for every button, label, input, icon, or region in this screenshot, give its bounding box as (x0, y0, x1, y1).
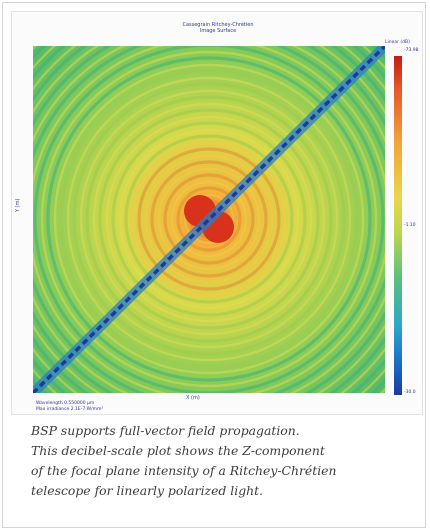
diffraction-ring (46, 56, 372, 382)
figure-panel: Cassegrain Ritchey-Chrétien Image Surfac… (11, 11, 423, 415)
diffraction-ring-bright (157, 167, 261, 271)
diffraction-ring (59, 69, 359, 369)
caption-line: This decibel-scale plot shows the Z-comp… (31, 443, 325, 458)
y-axis-label: Y (m) (15, 198, 21, 212)
diffraction-ring-bright (40, 50, 378, 388)
intensity-map-svg (33, 46, 385, 393)
caption-line: of the focal plane intensity of a Ritche… (31, 463, 337, 478)
diffraction-ring (163, 173, 255, 265)
diffraction-ring-bright (118, 128, 300, 310)
diffraction-ring-bright (144, 154, 274, 284)
figure-frame: Cassegrain Ritchey-Chrétien Image Surfac… (2, 2, 426, 528)
diffraction-ring-bright (53, 63, 365, 375)
colorbar-unit-label: Linear (dB) (385, 40, 410, 45)
colorbar-max-label: -73.98 (404, 48, 419, 53)
diffraction-ring-bright (170, 180, 248, 258)
x-axis-label: X (m) (186, 395, 200, 401)
diffraction-ring-bright (66, 76, 352, 362)
diffraction-ring (176, 186, 242, 252)
colorbar-mid-label: -1.10 (404, 223, 416, 228)
diffraction-ring-bright (105, 115, 313, 323)
diffraction-ring-bright (131, 141, 287, 297)
diffraction-ring (33, 46, 385, 393)
colorbar (394, 56, 402, 395)
plot-title: Cassegrain Ritchey-Chrétien (182, 22, 254, 28)
caption-line: telescope for linearly polarized light. (31, 483, 264, 498)
footnote-irradiance: Max irradiance 2.1E-7 W/mm² (36, 407, 104, 412)
diffraction-ring (98, 108, 320, 330)
diffraction-ring-bright (92, 102, 326, 336)
diffraction-ring-bright (79, 89, 339, 349)
footnote-wavelength: Wavelength 0.550000 μm (36, 401, 95, 406)
diffraction-ring (111, 121, 307, 317)
diagonal-band-core (33, 46, 385, 393)
diffraction-ring (137, 147, 281, 291)
diffraction-ring (72, 82, 346, 356)
plot-subtitle: Image Surface (199, 28, 237, 34)
figure-caption: BSP supports full-vector field propagati… (31, 421, 427, 501)
diagonal-null-band (33, 46, 385, 393)
diffraction-ring (124, 134, 294, 304)
diffraction-ring (85, 95, 333, 343)
diffraction-ring-bright (183, 193, 235, 245)
diffraction-rings (33, 46, 385, 393)
colorbar-min-label: -30.0 (404, 390, 416, 395)
intensity-plot (33, 46, 385, 393)
diffraction-ring (150, 160, 268, 278)
caption-line: BSP supports full-vector field propagati… (31, 423, 300, 438)
